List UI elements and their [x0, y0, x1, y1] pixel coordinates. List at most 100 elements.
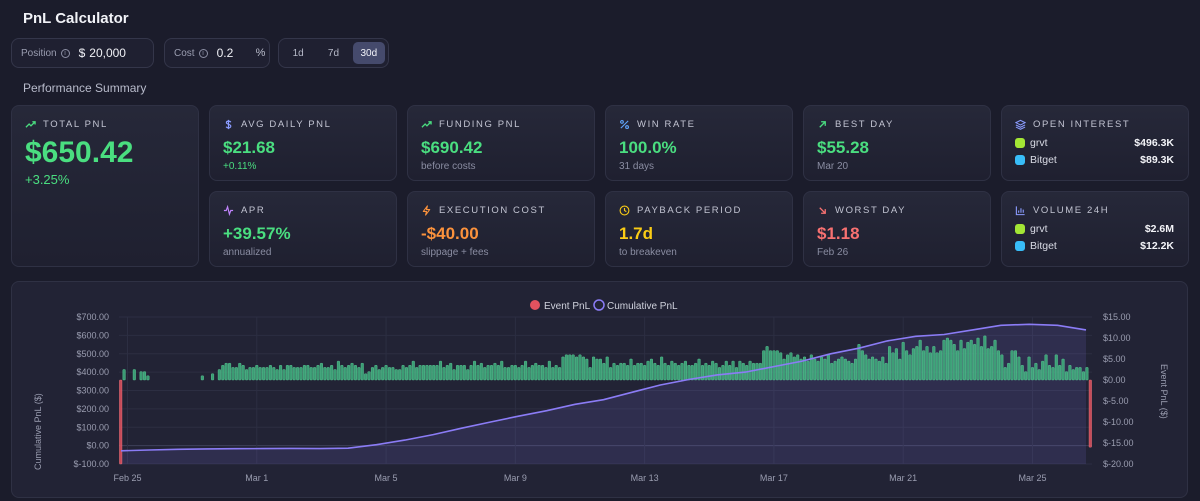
event-pnl-bar[interactable]: [683, 360, 687, 381]
event-pnl-bar[interactable]: [969, 339, 973, 381]
event-pnl-bar[interactable]: [496, 365, 500, 381]
event-pnl-bar[interactable]: [673, 362, 677, 381]
event-pnl-bar[interactable]: [850, 362, 854, 381]
event-pnl-bar[interactable]: [544, 367, 548, 381]
event-pnl-bar[interactable]: [894, 348, 898, 381]
event-pnl-bar[interactable]: [578, 354, 582, 381]
event-pnl-bar[interactable]: [765, 346, 769, 381]
event-pnl-bar[interactable]: [789, 352, 793, 381]
event-pnl-bar[interactable]: [622, 362, 626, 381]
event-pnl-bar[interactable]: [296, 367, 300, 381]
event-pnl-bar[interactable]: [629, 358, 633, 381]
event-pnl-bar[interactable]: [670, 360, 674, 381]
event-pnl-bar[interactable]: [973, 344, 977, 381]
event-pnl-bar[interactable]: [551, 367, 555, 381]
event-pnl-bar[interactable]: [1003, 367, 1007, 381]
event-pnl-bar[interactable]: [1041, 360, 1045, 381]
event-pnl-bar[interactable]: [336, 360, 340, 381]
event-pnl-bar[interactable]: [374, 365, 378, 381]
event-pnl-bar[interactable]: [517, 367, 521, 381]
event-pnl-bar[interactable]: [976, 337, 980, 381]
event-pnl-bar[interactable]: [350, 362, 354, 381]
event-pnl-bar[interactable]: [285, 365, 289, 381]
event-pnl-bar[interactable]: [837, 358, 841, 381]
event-pnl-bar[interactable]: [554, 365, 558, 381]
event-pnl-bar[interactable]: [922, 350, 926, 381]
event-pnl-bar[interactable]: [299, 367, 303, 381]
event-pnl-bar[interactable]: [408, 365, 412, 381]
event-pnl-bar[interactable]: [568, 354, 572, 381]
event-pnl-bar[interactable]: [1075, 367, 1079, 381]
event-pnl-bar[interactable]: [211, 373, 215, 381]
event-pnl-bar[interactable]: [340, 365, 344, 381]
event-pnl-bar[interactable]: [847, 360, 851, 381]
event-pnl-bar[interactable]: [279, 365, 283, 381]
event-pnl-bar[interactable]: [918, 339, 922, 381]
event-pnl-bar[interactable]: [724, 360, 728, 381]
event-pnl-bar[interactable]: [1034, 362, 1038, 381]
event-pnl-bar[interactable]: [255, 365, 259, 381]
event-pnl-bar[interactable]: [221, 365, 225, 381]
event-pnl-bar[interactable]: [357, 367, 361, 381]
event-pnl-bar[interactable]: [905, 350, 909, 381]
event-pnl-bar[interactable]: [456, 365, 460, 381]
event-pnl-bar[interactable]: [479, 362, 483, 381]
event-pnl-bar[interactable]: [421, 365, 425, 381]
event-pnl-bar[interactable]: [813, 358, 817, 381]
event-pnl-bar[interactable]: [979, 346, 983, 381]
event-pnl-bar[interactable]: [353, 365, 357, 381]
event-pnl-bar[interactable]: [758, 362, 762, 381]
position-input-group[interactable]: Position i $ 20,000: [11, 38, 154, 68]
event-pnl-bar[interactable]: [799, 358, 803, 381]
event-pnl-bar[interactable]: [857, 344, 861, 381]
event-pnl-bar[interactable]: [1058, 365, 1062, 381]
event-pnl-bar[interactable]: [639, 362, 643, 381]
event-pnl-bar[interactable]: [646, 360, 650, 381]
event-pnl-bar[interactable]: [364, 373, 368, 381]
event-pnl-bar[interactable]: [860, 350, 864, 381]
event-pnl-bar[interactable]: [245, 369, 249, 381]
event-pnl-bar[interactable]: [530, 365, 534, 381]
event-pnl-bar[interactable]: [677, 365, 681, 381]
event-pnl-bar[interactable]: [1024, 371, 1028, 381]
event-pnl-bar[interactable]: [707, 365, 711, 381]
event-pnl-bar[interactable]: [387, 367, 391, 381]
event-pnl-bar[interactable]: [234, 367, 238, 381]
event-pnl-bar[interactable]: [996, 350, 1000, 381]
event-pnl-bar[interactable]: [891, 352, 895, 381]
event-pnl-bar[interactable]: [132, 369, 136, 381]
event-pnl-bar[interactable]: [690, 365, 694, 381]
event-pnl-bar[interactable]: [241, 365, 245, 381]
event-pnl-bar[interactable]: [598, 358, 602, 381]
event-pnl-bar[interactable]: [1071, 369, 1075, 381]
event-pnl-bar[interactable]: [534, 362, 538, 381]
event-pnl-bar[interactable]: [809, 354, 813, 381]
event-pnl-bar[interactable]: [571, 354, 575, 381]
event-pnl-bar[interactable]: [483, 367, 487, 381]
event-pnl-bar[interactable]: [700, 365, 704, 381]
event-pnl-bar[interactable]: [503, 367, 507, 381]
event-pnl-bar[interactable]: [830, 362, 834, 381]
event-pnl-bar[interactable]: [772, 350, 776, 381]
event-pnl-bar[interactable]: [306, 365, 310, 381]
event-pnl-bar[interactable]: [762, 350, 766, 381]
event-pnl-bar[interactable]: [738, 360, 742, 381]
event-pnl-bar[interactable]: [1082, 371, 1085, 381]
event-pnl-bar[interactable]: [473, 360, 477, 381]
event-pnl-bar[interactable]: [265, 367, 269, 381]
event-pnl-bar[interactable]: [609, 367, 613, 381]
event-pnl-bar[interactable]: [228, 362, 232, 381]
event-pnl-bar[interactable]: [588, 367, 592, 381]
event-pnl-bar[interactable]: [343, 367, 347, 381]
event-pnl-bar[interactable]: [1078, 367, 1082, 381]
event-pnl-bar[interactable]: [398, 369, 402, 381]
event-pnl-bar[interactable]: [694, 362, 698, 381]
event-pnl-bar[interactable]: [874, 358, 878, 381]
event-pnl-bar[interactable]: [513, 365, 517, 381]
event-pnl-bar[interactable]: [932, 346, 936, 381]
event-pnl-bar[interactable]: [262, 367, 266, 381]
event-pnl-bar[interactable]: [779, 352, 783, 381]
cost-input-group[interactable]: Cost i 0.2 %: [164, 38, 270, 68]
event-pnl-bar[interactable]: [119, 379, 123, 465]
event-pnl-bar[interactable]: [1064, 371, 1068, 381]
